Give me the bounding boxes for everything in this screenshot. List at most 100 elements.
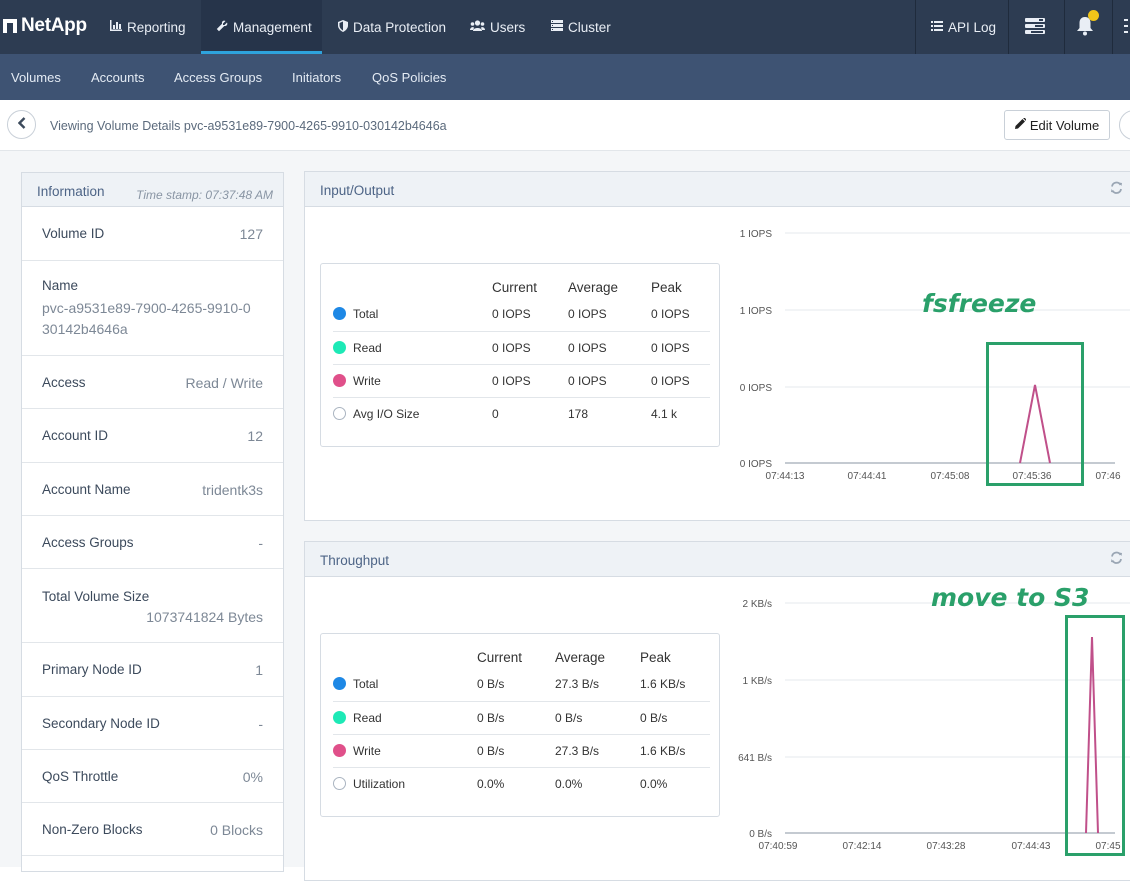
throughput-chart-svg: 2 KB/s 1 KB/s 641 B/s 0 B/s 07:40:59 07:…: [738, 599, 1130, 852]
info-row-volume-id: Volume ID 127: [22, 207, 283, 261]
fsfreeze-annotation: fsfreeze: [922, 289, 1037, 318]
move-to-s3-annotation: move to S3: [931, 583, 1090, 612]
info-value: 0%: [242, 769, 263, 785]
stats-average: 0 IOPS: [568, 298, 651, 332]
throughput-card: Throughput Current Average Peak Total 0 …: [304, 541, 1130, 881]
x-tick-label: 07:43:28: [927, 841, 966, 852]
stats-header-peak: Peak: [640, 649, 671, 665]
refresh-icon[interactable]: [1110, 551, 1123, 567]
back-button[interactable]: [7, 110, 36, 139]
info-row-total-volume-size: Total Volume Size 1073741824 Bytes: [22, 569, 283, 643]
edit-volume-label: Edit Volume: [1029, 117, 1100, 133]
nav-management[interactable]: Management: [216, 0, 312, 54]
write-legend-dot: [333, 743, 346, 757]
io-chart-svg: 1 IOPS 1 IOPS 0 IOPS 0 IOPS 07:44:13 07:…: [740, 229, 1130, 482]
stats-average: 0 B/s: [555, 701, 640, 735]
io-card-header: Input/Output: [305, 172, 1130, 207]
info-label: Account ID: [42, 428, 109, 443]
api-log-button[interactable]: API Log: [931, 0, 996, 54]
breadcrumb: Viewing Volume Details pvc-a9531e89-7900…: [0, 100, 1130, 151]
y-tick-label: 1 KB/s: [743, 676, 772, 687]
bar-chart-icon: [110, 20, 122, 34]
info-row-account-name: Account Name tridentk3s: [22, 463, 283, 516]
info-value: 0 Blocks: [210, 822, 263, 838]
write-series-line: [1085, 636, 1099, 834]
nav-users-label: Users: [490, 19, 526, 35]
info-label: Primary Node ID: [42, 662, 142, 677]
subnav-volumes[interactable]: Volumes: [11, 69, 61, 85]
stats-row-name: Utilization: [353, 776, 406, 791]
netapp-logo-icon: [3, 19, 17, 33]
info-label: Access: [42, 375, 86, 390]
stats-row-total: Total 0 IOPS 0 IOPS 0 IOPS: [333, 298, 710, 332]
stats-peak: 4.1 k: [651, 406, 678, 421]
nav-divider: [1064, 0, 1065, 54]
info-row-qos-throttle: QoS Throttle 0%: [22, 750, 283, 803]
stats-peak: 0 IOPS: [651, 364, 710, 398]
subnav-access-groups[interactable]: Access Groups: [174, 69, 263, 85]
nav-data-protection[interactable]: Data Protection: [338, 0, 446, 54]
stats-header-blank: [333, 276, 492, 298]
io-stats-table: Current Average Peak Total 0 IOPS 0 IOPS…: [320, 263, 720, 447]
netapp-logo[interactable]: NetApp: [3, 15, 87, 37]
stats-current: 0 IOPS: [492, 298, 568, 332]
stats-row-write: Write 0 IOPS 0 IOPS 0 IOPS: [333, 364, 710, 398]
notifications-button[interactable]: [1076, 0, 1094, 54]
read-legend-dot: [333, 340, 346, 354]
server-icon: [551, 20, 563, 34]
nav-divider: [915, 0, 916, 54]
throughput-chart: 2 KB/s 1 KB/s 641 B/s 0 B/s 07:40:59 07:…: [730, 597, 1130, 852]
y-tick-label: 1 IOPS: [740, 306, 773, 317]
stats-current: 0 IOPS: [492, 364, 568, 398]
move-to-s3-highlight-box: [1065, 615, 1125, 856]
pencil-icon: [1014, 117, 1027, 132]
x-tick-label: 07:45:08: [931, 471, 970, 482]
stats-average: 0 IOPS: [568, 331, 651, 365]
stats-current: 0 B/s: [477, 734, 555, 768]
read-legend-dot: [333, 710, 346, 724]
x-tick-label: 07:40:59: [759, 841, 798, 852]
nav-cluster[interactable]: Cluster: [551, 0, 611, 54]
stats-header-average: Average: [555, 649, 606, 665]
information-panel: Information Time stamp: 07:37:48 AM Volu…: [21, 172, 284, 872]
api-log-label: API Log: [948, 19, 997, 35]
actions-button[interactable]: [1119, 110, 1130, 140]
stats-header-average: Average: [568, 279, 619, 295]
stats-peak: 0 IOPS: [651, 298, 710, 332]
io-card-title: Input/Output: [320, 183, 395, 198]
stats-header-blank: [333, 646, 477, 668]
total-legend-dot: [333, 677, 346, 691]
y-tick-label: 2 KB/s: [743, 599, 772, 610]
info-label: Non-Zero Blocks: [42, 822, 143, 837]
info-value: tridentk3s: [202, 482, 263, 498]
nav-divider: [1112, 0, 1113, 54]
stats-header-current: Current: [492, 279, 538, 295]
stats-current: 0 B/s: [477, 668, 555, 702]
more-menu-button[interactable]: [1124, 0, 1130, 54]
avg-io-legend-dot: [333, 406, 346, 420]
nav-reporting[interactable]: Reporting: [110, 0, 186, 54]
info-value: 12: [247, 428, 263, 444]
stats-current: 0 B/s: [477, 701, 555, 735]
page-title: Viewing Volume Details pvc-a9531e89-7900…: [50, 119, 447, 133]
nav-reporting-label: Reporting: [127, 19, 186, 35]
stats-current: 0.0%: [477, 776, 505, 791]
stats-average: 27.3 B/s: [555, 734, 640, 768]
info-label: Total Volume Size: [42, 589, 150, 604]
stats-row-name: Write: [353, 373, 381, 388]
edit-volume-button[interactable]: Edit Volume: [1004, 110, 1110, 140]
info-value: 1073741824 Bytes: [146, 609, 263, 625]
stats-row-name: Read: [353, 710, 382, 725]
subnav-accounts[interactable]: Accounts: [91, 69, 145, 85]
x-tick-label: 07:44:43: [1012, 841, 1051, 852]
info-row-secondary-node-id: Secondary Node ID -: [22, 697, 283, 750]
info-label: QoS Throttle: [42, 769, 119, 784]
task-queue-button[interactable]: [1025, 0, 1045, 54]
stats-row-name: Total: [353, 677, 379, 692]
nav-users[interactable]: Users: [470, 0, 525, 54]
information-title: Information: [37, 184, 105, 199]
refresh-icon[interactable]: [1110, 181, 1123, 197]
subnav-initiators[interactable]: Initiators: [292, 69, 342, 85]
stats-row-name: Read: [353, 340, 382, 355]
subnav-qos-policies[interactable]: QoS Policies: [372, 69, 447, 85]
